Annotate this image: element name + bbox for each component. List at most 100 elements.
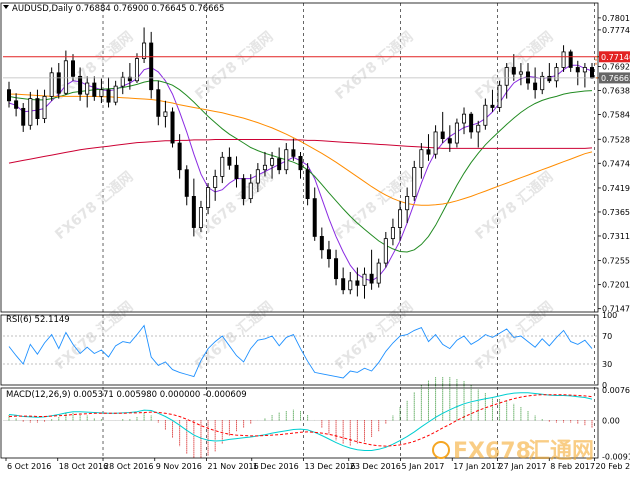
candle [369,249,374,290]
candle [106,77,111,108]
candle-body [49,72,54,97]
candle [198,200,203,232]
candle [518,63,523,86]
candle-body [590,67,595,79]
price-tick-label: 0.72015 [602,281,630,290]
candle [28,91,33,130]
candle [184,165,189,206]
candle [582,63,587,88]
candle [533,67,538,99]
macd-tick-label: 0.00765 [602,386,630,395]
candle-body [326,249,331,260]
candle-body [106,89,111,103]
candle [170,107,175,148]
candle [454,118,459,148]
candle [85,76,90,108]
candle-body [92,82,97,97]
candle [376,258,381,288]
candle-body [284,149,289,171]
time-tick-label: 20 Feb 2017 [596,462,630,471]
candle-body [7,89,12,102]
time-tick-label: 27 Jan 2017 [499,462,547,471]
candle [447,125,452,152]
candle-body [255,169,260,184]
candle [554,63,559,88]
candle-body [262,164,267,171]
rsi-tick-label: 0 [602,381,607,390]
price-tick-label: 0.77745 [602,26,630,35]
candle [241,174,246,206]
candle-body [447,138,452,144]
candle [419,143,424,179]
brand-logo-icon [432,441,450,459]
candle-body [312,198,317,237]
candle-body [184,169,189,197]
candle [156,80,161,126]
candle-body [369,273,374,284]
candle-body [554,67,559,82]
candle-body [383,238,388,264]
rsi-tick-label: 30 [602,360,612,369]
candle-body [35,98,40,119]
candle-body [341,278,346,291]
price-tick-label: 0.78015 [602,14,630,23]
candle [149,31,154,99]
price-label-box [599,51,630,63]
candle [526,63,531,90]
candle [42,89,47,124]
candle [575,60,580,86]
candle-body [156,89,161,117]
candle-body [433,131,438,155]
candle-body [490,104,495,108]
candle-body [56,72,61,94]
candle-body [134,58,139,82]
candles [7,27,595,299]
candle [469,111,474,139]
candle [405,187,410,224]
candle-body [362,273,367,286]
candle-body [390,227,395,240]
candle [504,63,509,99]
candle-body [85,82,90,95]
time-tick-label: 23 Dec 2016 [350,462,401,471]
time-tick-label: 21 Nov 2016 [207,462,258,471]
candle-body [575,67,580,73]
time-tick-label: 13 Dec 2016 [305,462,356,471]
candle [291,138,296,161]
candle [476,120,481,148]
candle [227,147,232,170]
candle [497,80,502,112]
candle [234,156,239,188]
candle [334,249,339,286]
candle [63,50,68,96]
candle-body [305,169,310,200]
candle [298,151,303,179]
candle-body [277,158,282,171]
brand-text: FX678 [453,439,531,464]
time-tick-label: 1 Dec 2016 [253,462,299,471]
candle [120,71,125,95]
candle-body [582,67,587,73]
candle-body [419,149,424,168]
ma-line-3 [8,139,593,164]
candle-body [63,60,68,94]
rsi-label: RSI(6) 52.1149 [6,315,70,325]
candle-body [42,95,47,119]
candle-body [476,124,481,133]
candle-body [504,67,509,86]
candle-body [483,104,488,126]
candle [49,67,54,101]
candle-body [28,98,33,126]
time-tick-label: 6 Oct 2016 [7,462,51,471]
collapse-triangle-icon[interactable] [3,5,9,9]
rsi-tick-label: 70 [602,332,612,341]
panel-frame-1 [0,314,599,386]
candle [213,169,218,201]
candle [490,89,495,112]
time-tick-label: 17 Jan 2017 [453,462,501,471]
candle [177,134,182,179]
